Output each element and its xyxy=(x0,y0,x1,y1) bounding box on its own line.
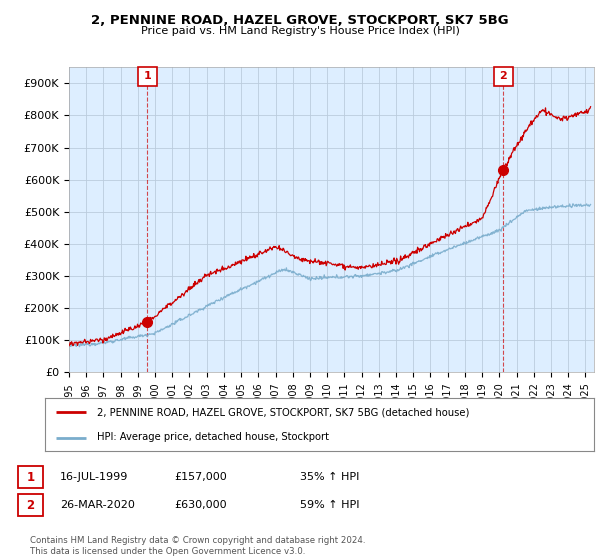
Text: 2: 2 xyxy=(26,498,35,512)
Text: 2, PENNINE ROAD, HAZEL GROVE, STOCKPORT, SK7 5BG: 2, PENNINE ROAD, HAZEL GROVE, STOCKPORT,… xyxy=(91,14,509,27)
Text: Price paid vs. HM Land Registry's House Price Index (HPI): Price paid vs. HM Land Registry's House … xyxy=(140,26,460,36)
Text: £157,000: £157,000 xyxy=(174,472,227,482)
Text: 1: 1 xyxy=(143,71,151,81)
FancyBboxPatch shape xyxy=(494,67,513,86)
Text: £630,000: £630,000 xyxy=(174,500,227,510)
Text: 2: 2 xyxy=(499,71,507,81)
Text: 16-JUL-1999: 16-JUL-1999 xyxy=(60,472,128,482)
Text: 26-MAR-2020: 26-MAR-2020 xyxy=(60,500,135,510)
Text: 2, PENNINE ROAD, HAZEL GROVE, STOCKPORT, SK7 5BG (detached house): 2, PENNINE ROAD, HAZEL GROVE, STOCKPORT,… xyxy=(97,408,470,418)
Text: Contains HM Land Registry data © Crown copyright and database right 2024.
This d: Contains HM Land Registry data © Crown c… xyxy=(30,536,365,556)
Text: 35% ↑ HPI: 35% ↑ HPI xyxy=(300,472,359,482)
Text: HPI: Average price, detached house, Stockport: HPI: Average price, detached house, Stoc… xyxy=(97,432,329,442)
Text: 59% ↑ HPI: 59% ↑ HPI xyxy=(300,500,359,510)
FancyBboxPatch shape xyxy=(137,67,157,86)
Text: 1: 1 xyxy=(26,470,35,484)
